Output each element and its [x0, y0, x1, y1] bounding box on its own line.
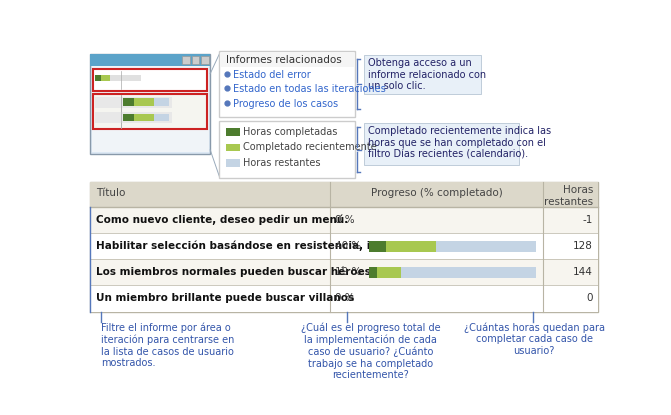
Bar: [364, 55, 480, 94]
Bar: [369, 267, 535, 278]
Bar: [364, 123, 519, 165]
Text: Obtenga acceso a un
informe relacionado con
un solo clic.: Obtenga acceso a un informe relacionado …: [368, 58, 486, 91]
Bar: [369, 241, 386, 251]
Text: Título: Título: [96, 188, 125, 198]
Bar: [95, 75, 141, 81]
Bar: [219, 121, 355, 178]
Bar: [369, 267, 377, 278]
Text: Progreso de los casos: Progreso de los casos: [234, 99, 339, 109]
Text: Como nuevo cliente, deseo pedir un menú.: Como nuevo cliente, deseo pedir un menú.: [96, 215, 348, 225]
Bar: [121, 112, 172, 123]
Text: 19 %: 19 %: [335, 267, 362, 277]
Text: Completado recientemente: Completado recientemente: [243, 142, 376, 152]
Bar: [225, 159, 240, 167]
Bar: [93, 94, 207, 129]
Text: Los miembros normales pueden buscar héroes: Los miembros normales pueden buscar héro…: [96, 267, 371, 278]
Bar: [201, 56, 209, 63]
Bar: [90, 54, 210, 154]
Text: Estado del error: Estado del error: [234, 70, 311, 80]
Text: Filtre el informe por área o
iteración para centrarse en
la lista de casos de us: Filtre el informe por área o iteración p…: [101, 322, 234, 368]
Bar: [95, 97, 172, 107]
Text: Progreso (% completado): Progreso (% completado): [371, 188, 503, 198]
Text: 128: 128: [573, 241, 593, 251]
Text: ¿Cuál es el progreso total de
la implementación de cada
caso de usuario? ¿Cuánto: ¿Cuál es el progreso total de la impleme…: [301, 322, 440, 381]
Text: Horas completadas: Horas completadas: [243, 127, 337, 137]
Bar: [377, 267, 401, 278]
Bar: [90, 54, 210, 66]
Bar: [95, 112, 172, 123]
Bar: [219, 51, 355, 117]
Bar: [192, 56, 199, 63]
Bar: [90, 259, 598, 286]
Bar: [93, 69, 207, 90]
Bar: [221, 53, 354, 67]
Bar: [154, 98, 169, 106]
Text: Habilitar selección basándose en resistencia, inteligencia, etc.: Habilitar selección basándose en resiste…: [96, 241, 466, 251]
Text: Completado recientemente indica las
horas que se han completado con el
filtro Dí: Completado recientemente indica las hora…: [368, 126, 552, 159]
Bar: [134, 114, 154, 122]
Bar: [154, 114, 169, 122]
Text: Estado en todas las iteraciones: Estado en todas las iteraciones: [234, 84, 386, 95]
Text: ¿Cuántas horas quedan para
completar cada caso de
usuario?: ¿Cuántas horas quedan para completar cad…: [464, 322, 605, 356]
Bar: [90, 286, 598, 312]
Bar: [123, 114, 134, 122]
Bar: [90, 182, 598, 207]
Text: 0 %: 0 %: [335, 215, 354, 225]
Bar: [101, 75, 110, 81]
Bar: [369, 241, 535, 251]
Text: 40 %: 40 %: [335, 241, 361, 251]
Bar: [90, 233, 598, 259]
Bar: [183, 56, 190, 63]
Bar: [90, 207, 598, 233]
Text: Horas restantes: Horas restantes: [243, 158, 320, 168]
Text: 144: 144: [573, 267, 593, 277]
Bar: [225, 144, 240, 151]
Text: Un miembro brillante puede buscar villanos: Un miembro brillante puede buscar villan…: [96, 293, 354, 303]
Bar: [92, 66, 209, 152]
Bar: [134, 98, 154, 106]
Text: 0 %: 0 %: [335, 293, 354, 303]
Bar: [225, 128, 240, 136]
Bar: [121, 97, 172, 107]
Bar: [90, 182, 598, 312]
Text: Informes relacionados: Informes relacionados: [225, 55, 342, 65]
Bar: [386, 241, 435, 251]
Text: Horas
restantes: Horas restantes: [544, 186, 593, 207]
Text: -1: -1: [582, 215, 593, 225]
Text: 0: 0: [586, 293, 593, 303]
Bar: [123, 98, 134, 106]
Bar: [95, 75, 101, 81]
